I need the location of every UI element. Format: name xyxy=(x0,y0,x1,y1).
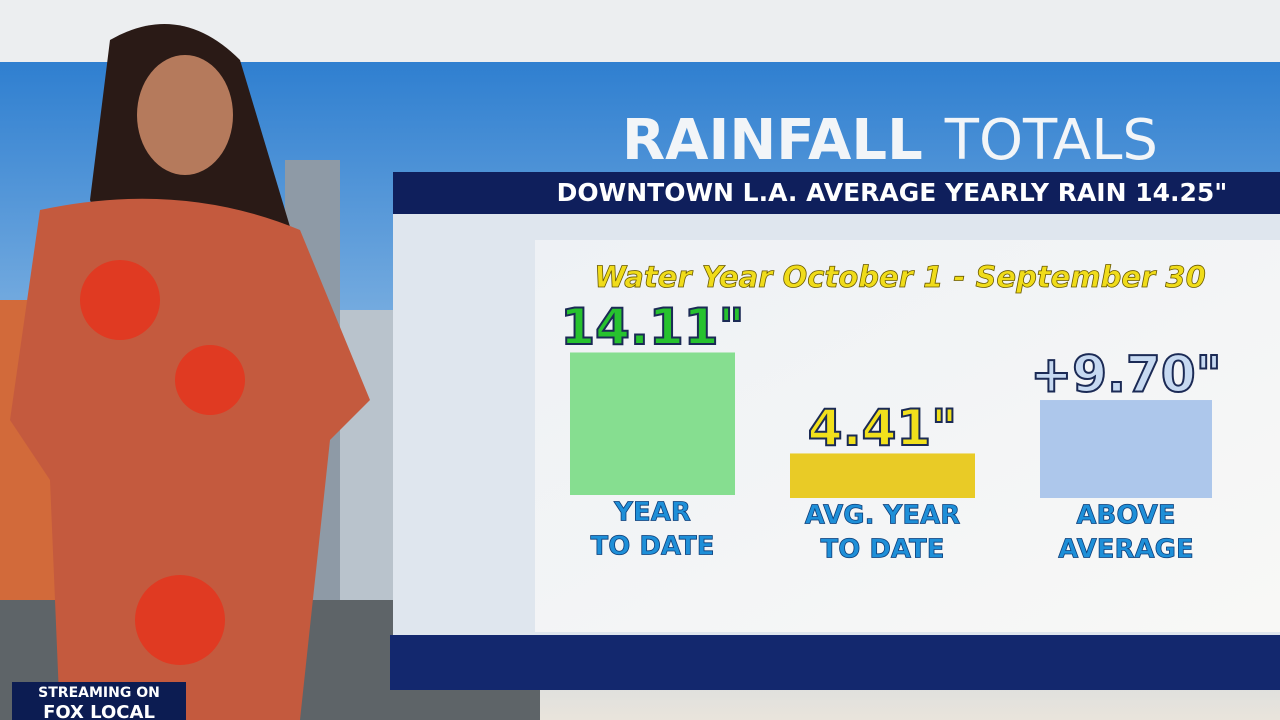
subtitle-bar xyxy=(393,172,1280,214)
category-label: ABOVE xyxy=(1076,501,1175,531)
bar xyxy=(570,352,735,495)
title-light: TOTALS xyxy=(944,108,1158,173)
bug-line2: FOX LOCAL xyxy=(43,702,155,720)
subtitle: DOWNTOWN L.A. AVERAGE YEARLY RAIN 14.25" xyxy=(557,178,1228,207)
value-label: 14.11" xyxy=(560,298,744,356)
value-label: +9.70" xyxy=(1030,346,1221,404)
category-label: AVERAGE xyxy=(1058,535,1193,565)
category-label: YEAR xyxy=(613,498,691,528)
chart-title: RAINFALL TOTALS xyxy=(622,108,1158,173)
category-label: TO DATE xyxy=(820,535,944,565)
bottom-bar xyxy=(390,635,1280,690)
value-label: 4.41" xyxy=(808,399,957,457)
category-label: AVG. YEAR xyxy=(805,501,960,531)
annotation: Water Year October 1 - September 30 xyxy=(594,260,1206,294)
presenter xyxy=(10,24,370,720)
bar xyxy=(790,453,975,498)
bug-box xyxy=(12,682,186,720)
title-bold: RAINFALL xyxy=(622,108,923,173)
category-label: TO DATE xyxy=(590,532,714,562)
bar xyxy=(1040,400,1212,498)
bug-line1: STREAMING ON xyxy=(38,685,160,701)
